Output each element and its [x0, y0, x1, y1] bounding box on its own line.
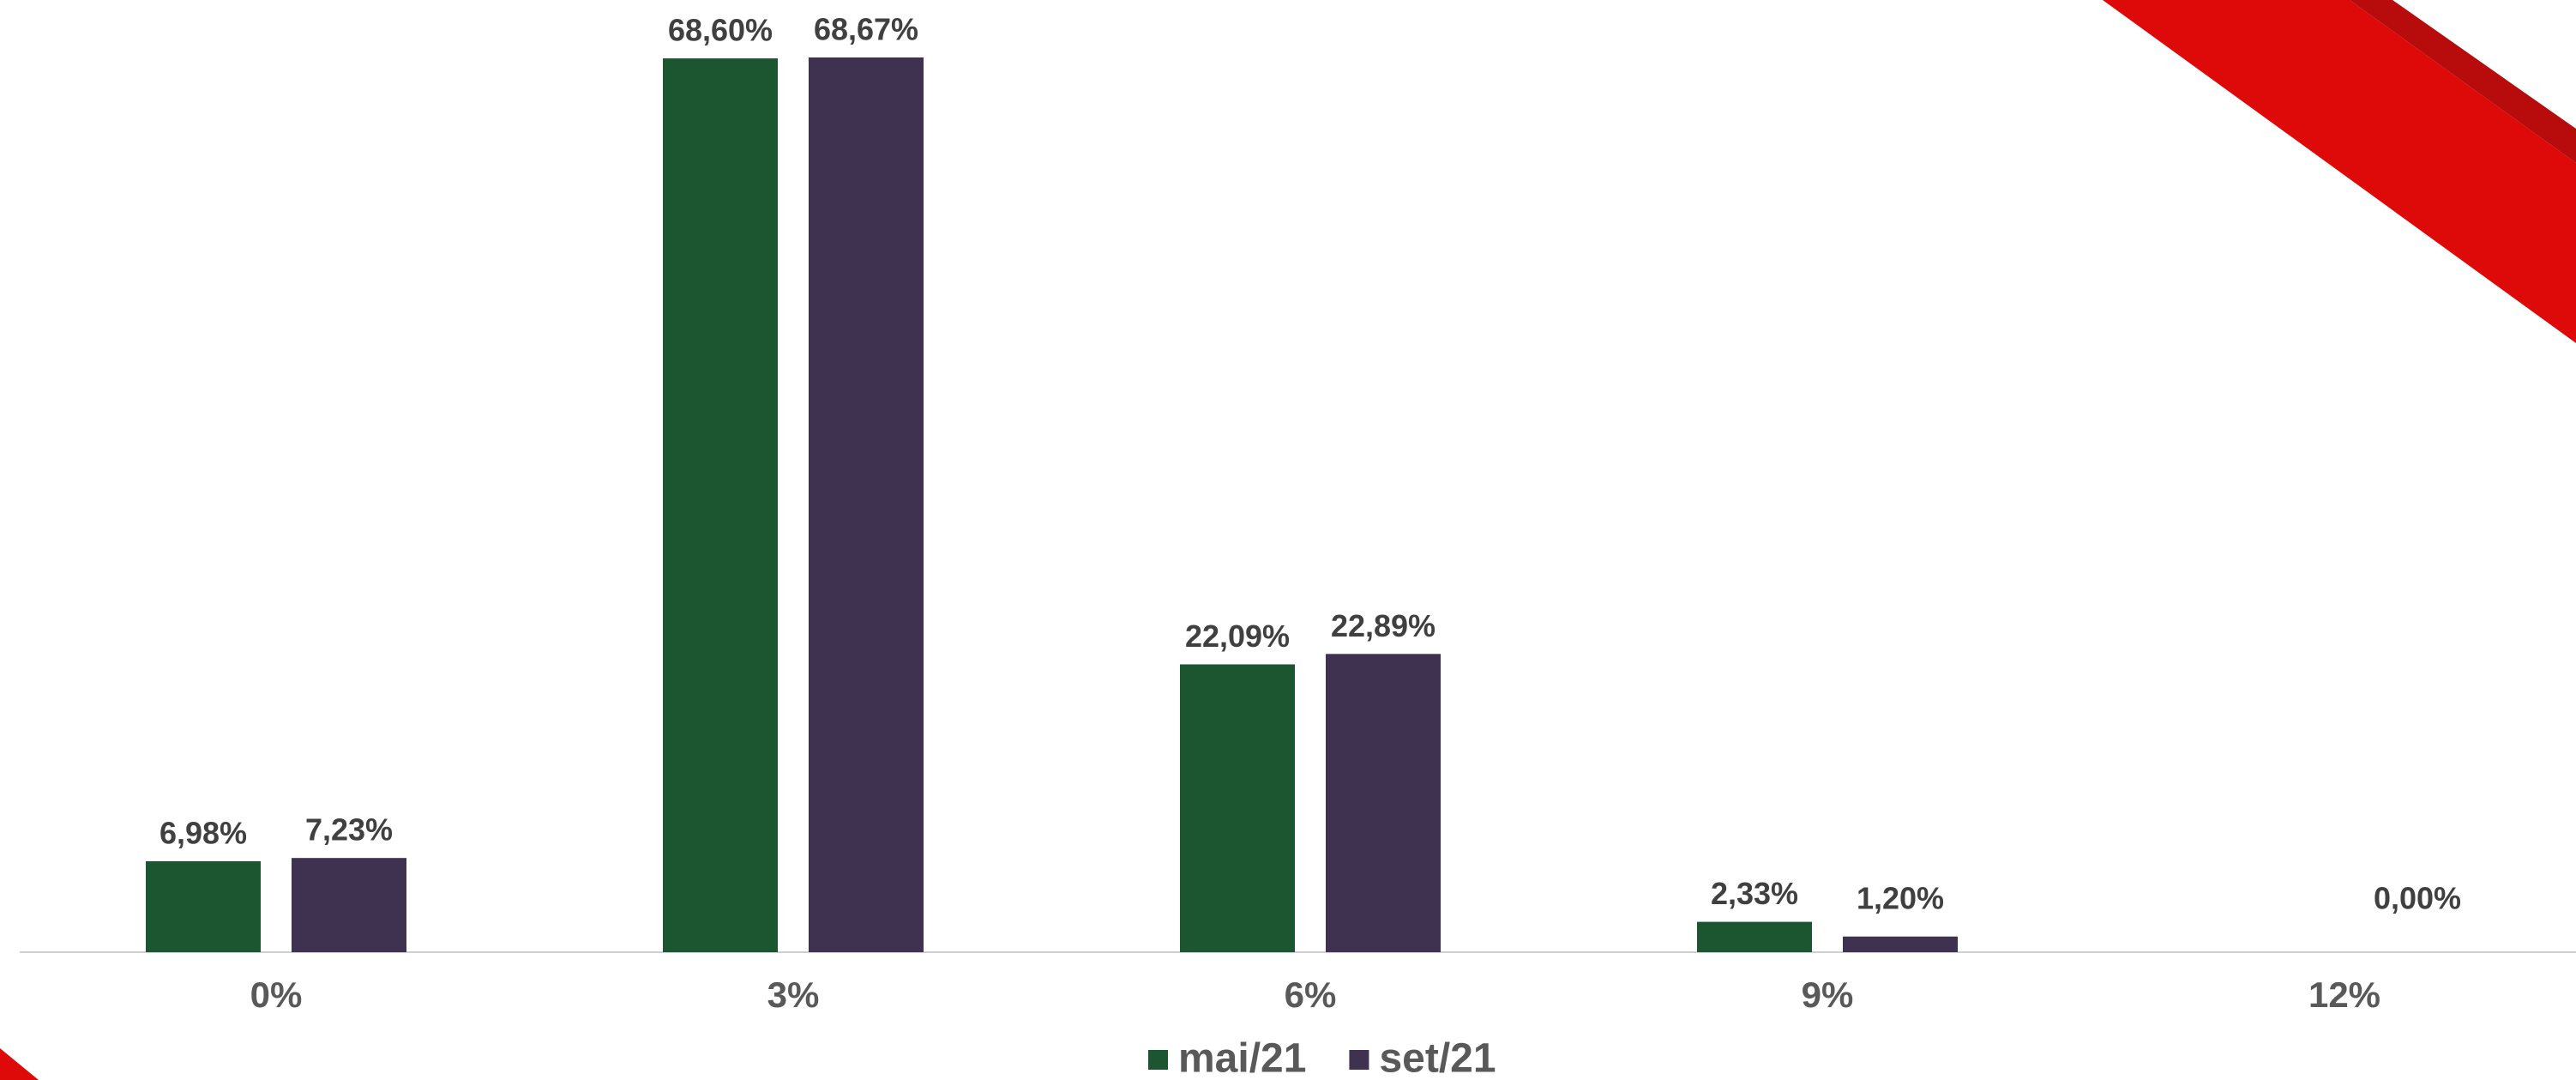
bar: [1180, 664, 1295, 952]
legend-swatch: [1148, 1050, 1168, 1070]
value-label: 22,09%: [1185, 618, 1290, 654]
ribbon-corner: [0, 1048, 39, 1080]
value-label: 68,60%: [668, 13, 773, 48]
value-label: 6,98%: [159, 815, 247, 850]
bar: [663, 58, 778, 952]
value-label: 7,23%: [305, 812, 393, 848]
value-label: 22,89%: [1331, 608, 1435, 643]
legend-label: set/21: [1379, 1036, 1496, 1080]
value-label: 68,67%: [814, 12, 918, 47]
legend-label: mai/21: [1178, 1036, 1306, 1080]
bar: [1326, 654, 1441, 952]
bar: [1697, 921, 1812, 952]
value-label: 0,00%: [2374, 881, 2461, 916]
value-label: 1,20%: [1857, 881, 1944, 916]
x-tick-label: 0%: [250, 974, 303, 1015]
value-label: 2,33%: [1711, 876, 1798, 911]
legend-swatch: [1349, 1050, 1369, 1070]
x-tick-label: 6%: [1285, 974, 1337, 1015]
bar: [292, 858, 406, 952]
x-tick-label: 3%: [767, 974, 820, 1015]
bar: [809, 57, 924, 952]
x-tick-label: 12%: [2308, 974, 2380, 1015]
x-tick-label: 9%: [1802, 974, 1854, 1015]
ribbon-shadow: [2350, 0, 2576, 163]
bar: [1843, 936, 1958, 952]
ribbon: [2103, 0, 2576, 343]
bar: [146, 860, 261, 952]
